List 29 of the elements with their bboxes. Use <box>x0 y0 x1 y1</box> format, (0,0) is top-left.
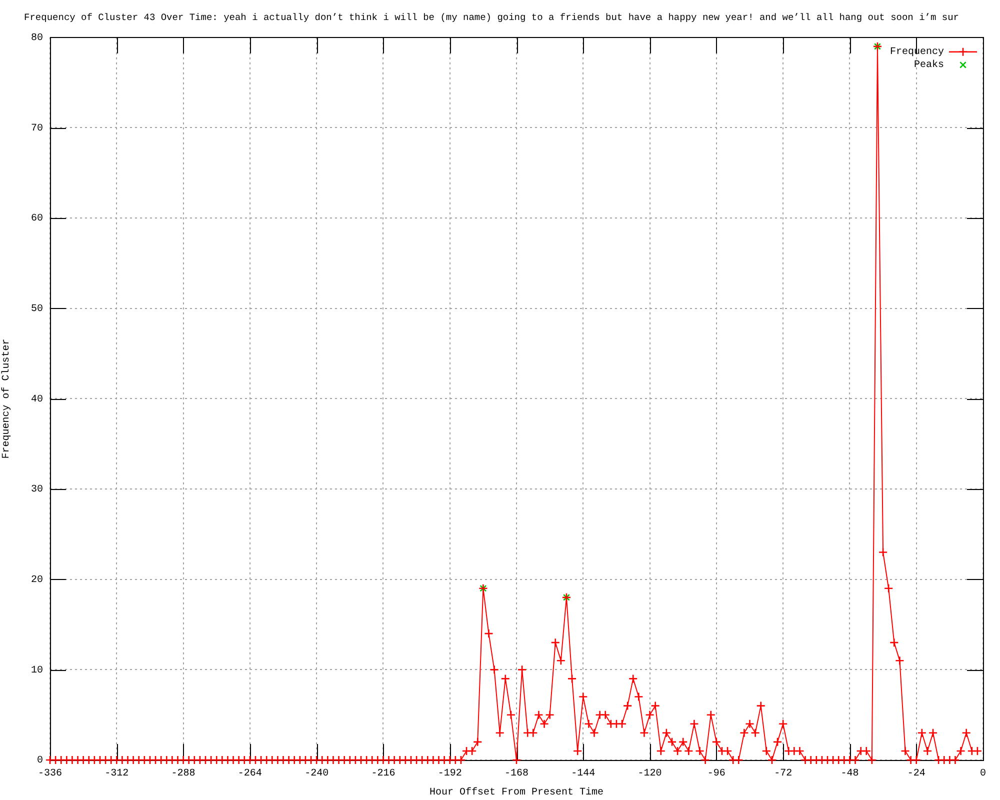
x-tick-label: -24 <box>907 768 926 780</box>
y-tick-label: 80 <box>30 33 43 44</box>
x-tick-label: -192 <box>438 768 462 780</box>
y-tick-label: 10 <box>30 665 43 676</box>
x-tick-label: -288 <box>171 768 196 780</box>
x-tick-label: -48 <box>840 768 859 780</box>
x-tick-label: -144 <box>571 768 596 780</box>
x-tick-label: -336 <box>38 768 62 780</box>
y-tick-label: 0 <box>36 756 43 767</box>
y-tick-label: 70 <box>30 123 43 134</box>
y-tick-label: 30 <box>30 484 43 496</box>
y-tick-label: 40 <box>30 394 43 406</box>
x-tick-label: -264 <box>238 768 262 780</box>
x-tick-label: -240 <box>304 768 329 780</box>
y-tick-label: 60 <box>30 214 43 225</box>
legend-label: Peaks <box>914 59 944 72</box>
x-tick-label: -312 <box>104 768 129 780</box>
chart-title: Frequency of Cluster 43 Over Time: yeah i actually don’t think i will be (my name) going to a friends but have a happy new year! and we’ll all hang out soon i’m sur <box>24 12 959 24</box>
x-axis-title: Hour Offset From Present Time <box>429 786 604 799</box>
x-tick-label: 0 <box>980 768 986 780</box>
y-axis-title: Frequency of Cluster <box>0 338 13 459</box>
x-tick-label: -72 <box>774 768 792 780</box>
x-tick-label: -96 <box>707 768 726 780</box>
legend-label: Frequency <box>890 47 944 58</box>
x-tick-label: -216 <box>371 768 396 780</box>
y-tick-label: 20 <box>30 574 43 586</box>
x-tick-label: -168 <box>504 768 529 780</box>
y-tick-label: 50 <box>30 304 43 316</box>
x-tick-label: -120 <box>638 768 662 780</box>
